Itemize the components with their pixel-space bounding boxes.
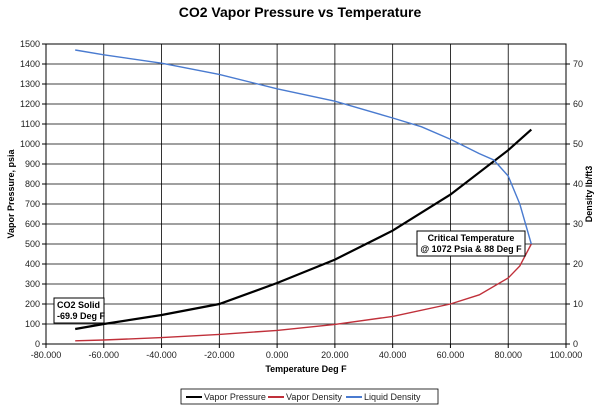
annotation-line: -69.9 Deg F	[57, 311, 106, 321]
series-line-vapor-pressure	[75, 128, 533, 331]
y2-tick-label: 50	[573, 139, 583, 149]
x-tick-label: -40.000	[146, 350, 177, 360]
y-tick-label: 1000	[20, 139, 40, 149]
y2-tick-label: 40	[573, 179, 583, 189]
y2-tick-label: 10	[573, 299, 583, 309]
y-tick-label: 800	[25, 179, 40, 189]
y-axis-label: Vapor Pressure, psia	[6, 148, 16, 238]
y-tick-label: 1400	[20, 59, 40, 69]
x-axis-label: Temperature Deg F	[265, 364, 347, 374]
legend-label: Vapor Pressure	[204, 392, 266, 402]
legend: Vapor Pressure Vapor Density Liquid Densit…	[180, 388, 439, 405]
y-tick-label: 900	[25, 159, 40, 169]
y-tick-label: 600	[25, 219, 40, 229]
y-tick-label: 100	[25, 319, 40, 329]
legend-label: Vapor Density	[286, 392, 342, 402]
x-tick-label: -60.000	[89, 350, 120, 360]
annotation-critical-temperature: Critical Temperature @ 1072 Psia & 88 De…	[416, 230, 526, 257]
x-tick-label: -80.000	[31, 350, 62, 360]
y-tick-label: 1100	[21, 119, 40, 129]
x-tick-label: 60.000	[437, 350, 465, 360]
y-tick-label: 1500	[20, 39, 40, 49]
x-tick-label: 0.000	[266, 350, 289, 360]
y2-tick-label: 60	[573, 99, 583, 109]
chart-title: CO2 Vapor Pressure vs Temperature	[179, 4, 422, 20]
plot-area	[45, 43, 567, 345]
y-tick-label: 500	[25, 239, 40, 249]
y-tick-label: 1200	[20, 99, 40, 109]
y2-tick-label: 20	[573, 259, 583, 269]
y-tick-label: 700	[25, 199, 40, 209]
y-tick-label: 1300	[20, 79, 40, 89]
annotation-co2-solid: CO2 Solid -69.9 Deg F	[53, 297, 106, 324]
y2-axis-label: Density lb/ft3	[584, 166, 594, 223]
x-tick-label: -20.000	[204, 350, 235, 360]
legend-label: Liquid Density	[364, 392, 421, 402]
series-line-vapor-density	[75, 243, 532, 342]
y-tick-label: 200	[25, 299, 40, 309]
annotation-line: Critical Temperature	[428, 233, 515, 243]
x-tick-label: 20.000	[321, 350, 349, 360]
y2-tick-label: 30	[573, 219, 583, 229]
annotation-line: @ 1072 Psia & 88 Deg F	[420, 244, 522, 254]
y-tick-label: 300	[25, 279, 40, 289]
annotation-line: CO2 Solid	[57, 300, 100, 310]
y2-tick-label: 70	[573, 59, 583, 69]
x-tick-label: 100.000	[550, 350, 583, 360]
y-tick-label: 400	[25, 259, 40, 269]
x-tick-label: 40.000	[379, 350, 407, 360]
x-tick-label: 80.000	[494, 350, 522, 360]
series-line-liquid-density	[75, 49, 532, 245]
y2-tick-label: 0	[573, 339, 578, 349]
y-tick-label: 0	[35, 339, 40, 349]
